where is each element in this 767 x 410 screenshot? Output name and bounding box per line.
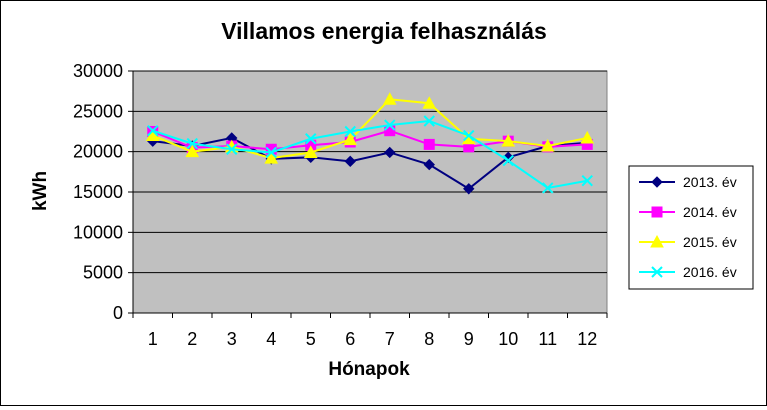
x-axis-title: Hónapok	[328, 359, 410, 380]
data-point-series-3	[580, 130, 595, 144]
y-tick-label: 10000	[73, 222, 123, 242]
data-point-series-3	[501, 134, 516, 147]
legend: 2013. év 2014. év 2015. év 2016. év	[628, 165, 754, 290]
legend-marker	[651, 266, 663, 278]
data-point-series-4	[502, 154, 514, 167]
data-point-series-3	[264, 151, 279, 164]
legend-label: 2015. év	[683, 234, 737, 250]
legend-entry-2: 2014. év	[639, 204, 737, 220]
legend-marker	[651, 206, 663, 218]
legend-marker	[651, 176, 663, 188]
x-tick-label: 7	[385, 329, 395, 349]
y-tick-label: 0	[113, 303, 123, 323]
chart-title: Villamos energia felhasználás	[221, 18, 547, 44]
y-axis-title: kWh	[30, 171, 51, 211]
legend-entry-3: 2015. év	[639, 234, 737, 250]
data-point-series-1	[344, 155, 356, 168]
legend-label: 2013. év	[683, 174, 737, 190]
legend-label: 2016. év	[683, 264, 737, 280]
x-tick-label: 8	[424, 329, 434, 349]
data-point-series-3	[422, 96, 437, 109]
data-point-series-3	[382, 92, 397, 105]
x-tick-label: 12	[577, 329, 597, 349]
legend-label: 2014. év	[683, 204, 737, 220]
series-line-4	[152, 119, 588, 190]
y-tick-label: 30000	[73, 61, 123, 81]
legend-entry-4: 2016. év	[639, 264, 737, 280]
series-line-1	[152, 136, 588, 190]
x-tick-label: 10	[498, 329, 518, 349]
y-tick-label: 5000	[83, 263, 123, 283]
data-point-series-1	[423, 158, 435, 171]
data-point-series-4	[265, 146, 277, 159]
legend-entry-1: 2013. év	[639, 174, 737, 190]
data-point-series-3	[343, 132, 358, 146]
y-tick-label: 15000	[73, 182, 123, 202]
data-point-series-4	[147, 124, 159, 137]
data-point-series-4	[581, 174, 593, 187]
x-tick-label: 2	[187, 329, 197, 349]
x-tick-label: 4	[266, 329, 276, 349]
data-point-series-3	[185, 144, 200, 158]
data-point-series-4	[463, 129, 475, 142]
data-point-series-2	[423, 138, 435, 150]
legend-marker	[650, 234, 664, 248]
data-point-series-4	[542, 182, 554, 194]
legend-box	[628, 165, 754, 290]
x-tick-label: 6	[345, 329, 355, 349]
data-point-series-3	[540, 138, 555, 152]
data-point-series-4	[423, 115, 435, 127]
x-tick-label: 9	[464, 329, 474, 349]
data-point-series-3	[303, 145, 318, 158]
data-point-series-4	[344, 125, 356, 138]
data-point-series-4	[226, 143, 238, 155]
y-tick-label: 25000	[73, 101, 123, 121]
data-point-series-4	[186, 137, 198, 150]
x-tick-label: 3	[227, 329, 237, 349]
data-point-series-4	[305, 133, 317, 145]
y-tick-label: 20000	[73, 142, 123, 162]
x-tick-label: 1	[148, 329, 158, 349]
x-tick-label: 11	[538, 329, 557, 349]
data-point-series-4	[384, 119, 396, 131]
data-point-series-1	[463, 183, 475, 195]
data-point-series-1	[384, 146, 396, 159]
x-tick-label: 5	[306, 329, 316, 349]
